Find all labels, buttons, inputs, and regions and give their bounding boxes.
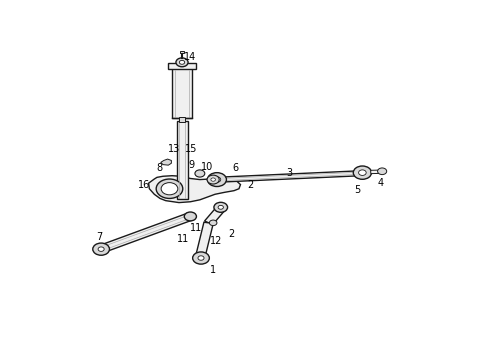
Circle shape <box>214 202 227 212</box>
Circle shape <box>161 183 178 195</box>
Text: 5: 5 <box>354 185 361 195</box>
Text: 11: 11 <box>177 234 190 244</box>
Circle shape <box>184 212 196 221</box>
Bar <box>180 51 184 53</box>
Circle shape <box>359 170 366 175</box>
Circle shape <box>378 168 387 175</box>
Circle shape <box>156 179 183 198</box>
Circle shape <box>353 166 371 179</box>
Bar <box>204 208 224 225</box>
Circle shape <box>218 205 223 209</box>
Text: 2: 2 <box>228 229 235 239</box>
Circle shape <box>198 256 204 260</box>
Circle shape <box>207 173 226 186</box>
Circle shape <box>195 170 205 177</box>
Text: 2: 2 <box>247 180 253 190</box>
Text: 6: 6 <box>233 163 239 174</box>
Text: 8: 8 <box>156 163 162 174</box>
Bar <box>168 63 196 69</box>
Text: 13: 13 <box>168 144 180 154</box>
Circle shape <box>176 58 188 67</box>
Circle shape <box>209 220 217 226</box>
Text: 16: 16 <box>138 180 150 190</box>
Bar <box>370 170 382 174</box>
Bar <box>196 222 213 255</box>
Circle shape <box>213 177 220 183</box>
Bar <box>102 213 193 251</box>
Circle shape <box>179 60 185 64</box>
Text: 3: 3 <box>286 168 292 178</box>
Text: 15: 15 <box>185 144 197 154</box>
Circle shape <box>211 178 216 181</box>
Bar <box>179 117 185 122</box>
Circle shape <box>93 243 109 255</box>
Bar <box>220 171 356 182</box>
Circle shape <box>98 247 104 251</box>
Bar <box>172 68 192 118</box>
Polygon shape <box>148 176 241 203</box>
Circle shape <box>207 175 219 184</box>
Text: 9: 9 <box>188 160 194 170</box>
Text: 14: 14 <box>184 51 196 62</box>
Text: 11: 11 <box>190 222 202 233</box>
Text: 10: 10 <box>201 162 214 172</box>
Text: 1: 1 <box>210 265 216 275</box>
Text: 12: 12 <box>210 237 222 246</box>
Bar <box>177 121 188 199</box>
Text: 7: 7 <box>96 232 102 242</box>
Circle shape <box>193 252 209 264</box>
Text: 4: 4 <box>377 178 383 188</box>
Polygon shape <box>161 159 171 165</box>
